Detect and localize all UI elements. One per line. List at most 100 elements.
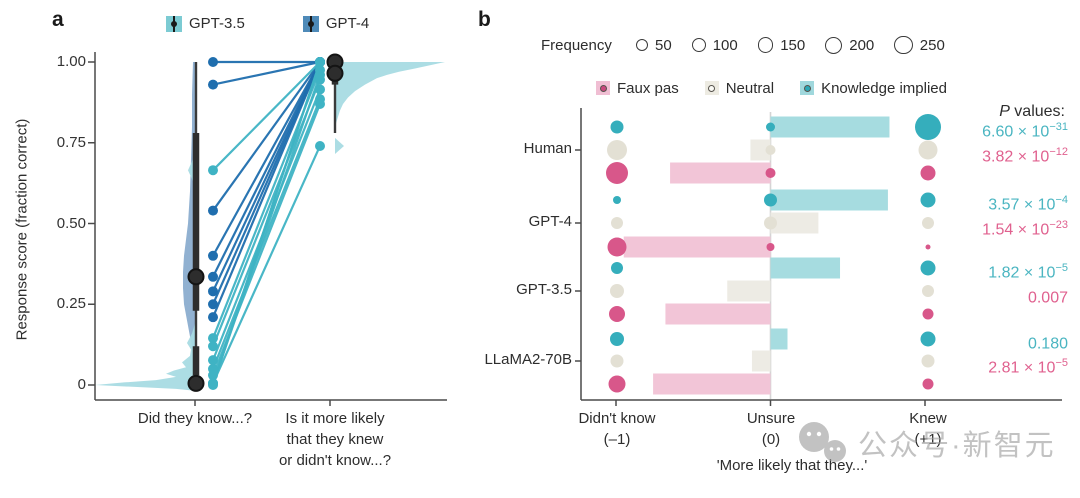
pointrange-median-left-1 <box>187 374 205 392</box>
slope-dot-right-GPT-3.5-7 <box>315 69 325 80</box>
bubble-neg1-GPT-3.5-fauxpas <box>609 306 625 322</box>
legend-label-gpt35: GPT-3.5 <box>189 15 245 32</box>
bubble-pos1-LLaMA2-70B-neutral <box>921 354 935 368</box>
bubble-neg1-GPT-4-fauxpas <box>607 237 627 257</box>
freq-label-100: 100 <box>712 36 738 54</box>
bar-Human-neutral <box>750 139 771 161</box>
slope-line-GPT-4-7 <box>211 61 322 318</box>
bubble-neg1-LLaMA2-70B-knowledge <box>610 332 624 346</box>
bubble-zero-Human-knowledge <box>766 122 775 132</box>
bubble-zero-Human-fauxpas <box>765 168 776 178</box>
model-label-LLaMA2-70B: LLaMA2-70B <box>484 351 572 368</box>
condition-swatch-knowledge-icon <box>800 81 815 95</box>
bar-LLaMA2-70B-knowledge <box>770 328 788 350</box>
panel-b-label: b <box>478 8 491 31</box>
condition-swatch-fauxpas-icon <box>596 81 610 95</box>
bubble-zero-GPT-4-fauxpas <box>766 243 775 251</box>
p-value-teal-Human: 6.60 × 10−31 <box>982 121 1068 141</box>
bubble-pos1-GPT-4-fauxpas <box>925 244 931 250</box>
bubble-neg1-LLaMA2-70B-neutral <box>610 354 624 368</box>
y-tick-0.25: 0.25 <box>56 295 86 312</box>
freq-circle-100-icon <box>691 38 706 52</box>
frequency-legend-title: Frequency <box>541 37 612 54</box>
bubble-neg1-GPT-3.5-neutral <box>610 284 624 298</box>
gpt35-pointrange-swatch-icon <box>166 15 182 32</box>
legend-label-gpt4: GPT-4 <box>325 15 370 32</box>
p-value-pink-LLaMA2-70B: 2.81 × 10−5 <box>988 357 1068 377</box>
slope-dot-left-GPT-3.5-2 <box>208 341 218 352</box>
condition-label-fauxpas: Faux pas <box>617 79 679 97</box>
slope-dot-left-GPT-3.5-3 <box>208 355 218 366</box>
slope-dot-left-GPT-3.5-9 <box>208 380 218 390</box>
bubble-pos1-Human-fauxpas <box>920 165 936 181</box>
y-tick-0: 0 <box>77 376 86 393</box>
bar-LLaMA2-70B-neutral <box>751 350 771 372</box>
freq-legend-item-200: 200 <box>825 36 874 54</box>
freq-circle-50-icon <box>636 39 648 51</box>
pointrange-median-right-1 <box>326 64 344 82</box>
panel-a-legend: GPT-3.5 GPT-4 <box>166 15 369 32</box>
panel-a-label: a <box>52 8 64 31</box>
bubble-neg1-Human-knowledge <box>610 120 624 134</box>
bubble-pos1-GPT-3.5-fauxpas <box>922 308 934 320</box>
condition-legend-item-fauxpas: Faux pas <box>596 80 679 97</box>
freq-circle-200-icon <box>825 36 843 54</box>
p-value-teal-LLaMA2-70B: 0.180 <box>1027 335 1068 353</box>
slope-dot-right-GPT-3.5-9 <box>315 57 325 67</box>
panel-a-y-axis-title: Response score (fraction correct) <box>13 118 31 341</box>
slope-dot-right-GPT-3.5-5 <box>315 98 325 109</box>
slope-line-GPT-4-2 <box>212 61 321 212</box>
p-value-pink-GPT-4: 1.54 × 10−23 <box>982 219 1068 239</box>
slope-line-GPT-3.5-0 <box>212 61 321 171</box>
freq-circle-150-icon <box>757 37 774 53</box>
condition-swatch-neutral-icon <box>704 81 719 95</box>
legend-item-gpt4: GPT-4 <box>302 15 370 32</box>
bar-Human-knowledge <box>770 116 890 138</box>
bar-LLaMA2-70B-fauxpas <box>653 373 771 395</box>
x-category-did-they-know: Did they know...? <box>137 410 253 427</box>
bubble-pos1-LLaMA2-70B-knowledge <box>920 331 936 347</box>
x-tick-knew: Knew (+1) <box>909 410 947 448</box>
p-value-pink-GPT-3.5: 0.007 <box>1027 289 1068 307</box>
slope-dot-right-GPT-3.5-3 <box>315 84 325 95</box>
condition-label-neutral: Neutral <box>725 79 775 97</box>
freq-circle-250-icon <box>894 35 913 55</box>
bubble-neg1-Human-fauxpas <box>606 162 628 184</box>
bubble-pos1-Human-knowledge <box>915 114 941 140</box>
bubble-zero-GPT-4-neutral <box>764 216 777 230</box>
slope-dot-left-GPT-4-0 <box>208 57 218 67</box>
x-category-more-likely: Is it more likely that they knew or didn… <box>278 410 392 469</box>
bar-GPT-3.5-knowledge <box>770 257 841 279</box>
freq-label-50: 50 <box>655 36 672 54</box>
bar-GPT-3.5-neutral <box>727 280 771 302</box>
panel-b-x-axis-title: 'More likely that they...' <box>716 457 868 474</box>
gpt4-pointrange-swatch-icon <box>302 15 319 32</box>
legend-item-gpt35: GPT-3.5 <box>166 15 245 32</box>
freq-legend-item-250: 250 <box>894 35 945 55</box>
bubble-pos1-GPT-4-neutral <box>922 217 934 229</box>
freq-legend-item-50: 50 <box>636 37 672 54</box>
slope-line-GPT-4-1 <box>212 60 321 86</box>
bar-Human-fauxpas <box>670 162 771 184</box>
freq-legend-item-100: 100 <box>691 36 738 54</box>
freq-label-250: 250 <box>919 36 945 54</box>
slope-line-GPT-3.5-9 <box>211 61 322 386</box>
x-tick-unsure: Unsure (0) <box>746 410 796 448</box>
watermark: 公众号·新智元 <box>792 420 1056 466</box>
model-label-Human: Human <box>523 140 572 157</box>
condition-legend: Faux pas Neutral Knowledge implied <box>596 79 947 97</box>
violin-GPT-3.5-right-4 <box>335 137 344 155</box>
slope-dot-left-GPT-4-4 <box>208 271 218 282</box>
p-value-teal-GPT-4: 3.57 × 10−4 <box>988 194 1068 214</box>
bubble-pos1-GPT-3.5-knowledge <box>920 260 936 276</box>
slope-dot-left-GPT-4-1 <box>208 79 218 90</box>
bar-GPT-4-fauxpas <box>623 236 771 258</box>
model-label-GPT-4: GPT-4 <box>528 213 572 230</box>
p-value-teal-GPT-3.5: 1.82 × 10−5 <box>988 262 1068 282</box>
bubble-pos1-LLaMA2-70B-fauxpas <box>922 378 934 390</box>
bar-GPT-3.5-fauxpas <box>665 303 771 325</box>
bubble-zero-Human-neutral <box>765 145 776 155</box>
bubble-pos1-GPT-3.5-neutral <box>922 285 934 297</box>
watermark-text: 公众号·新智元 <box>858 430 1056 462</box>
